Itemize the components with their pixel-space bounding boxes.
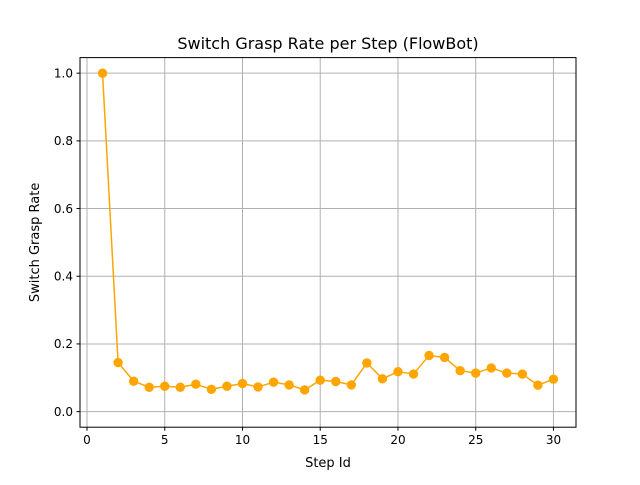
data-point <box>222 381 232 391</box>
x-tick-label: 20 <box>390 433 405 447</box>
series-layer <box>97 68 559 395</box>
data-point <box>160 381 170 391</box>
x-tick-label: 5 <box>161 433 169 447</box>
data-point <box>191 379 201 389</box>
x-tick-label: 30 <box>546 433 561 447</box>
y-tick-label: 0.8 <box>54 134 73 148</box>
data-point <box>299 385 310 395</box>
data-point <box>175 382 185 392</box>
x-tick-label: 10 <box>235 433 250 447</box>
data-point <box>533 380 543 390</box>
data-point <box>268 377 279 387</box>
data-point <box>362 358 372 368</box>
data-point <box>548 374 559 384</box>
x-tick-label: 0 <box>83 433 91 447</box>
data-point <box>471 368 481 378</box>
y-tick-label: 1.0 <box>54 66 73 80</box>
data-point <box>315 375 325 385</box>
plot-frame <box>79 57 577 428</box>
y-tick-label: 0.0 <box>54 405 73 419</box>
data-point <box>408 369 419 379</box>
data-point <box>128 376 139 386</box>
data-point <box>206 384 217 394</box>
data-point <box>502 368 512 378</box>
data-point <box>424 350 434 361</box>
data-point <box>253 382 263 392</box>
data-point <box>284 380 294 390</box>
y-tick-label: 0.6 <box>54 202 73 216</box>
data-point <box>144 382 154 392</box>
data-point <box>237 378 248 389</box>
data-point <box>113 357 123 368</box>
data-point <box>346 380 357 390</box>
data-point <box>97 68 108 78</box>
data-point <box>393 366 403 377</box>
chart-title: Switch Grasp Rate per Step (FlowBot) <box>177 34 478 53</box>
x-tick-label: 25 <box>468 433 483 447</box>
y-tick-label: 0.2 <box>54 337 73 351</box>
data-point <box>517 369 528 379</box>
ticks: 0 5 10 15 20 25 30 0.0 0.2 0.4 0.6 0.8 1.0 <box>54 66 561 447</box>
y-tick-label: 0.4 <box>54 270 73 284</box>
data-point <box>377 374 388 384</box>
y-axis-label: Switch Grasp Rate <box>28 183 43 302</box>
grid <box>80 57 576 428</box>
data-point <box>439 352 450 363</box>
x-tick-label: 15 <box>313 433 328 447</box>
data-point <box>455 365 465 376</box>
data-point <box>486 363 496 373</box>
data-point <box>331 376 341 387</box>
x-axis-label: Step Id <box>305 456 351 471</box>
